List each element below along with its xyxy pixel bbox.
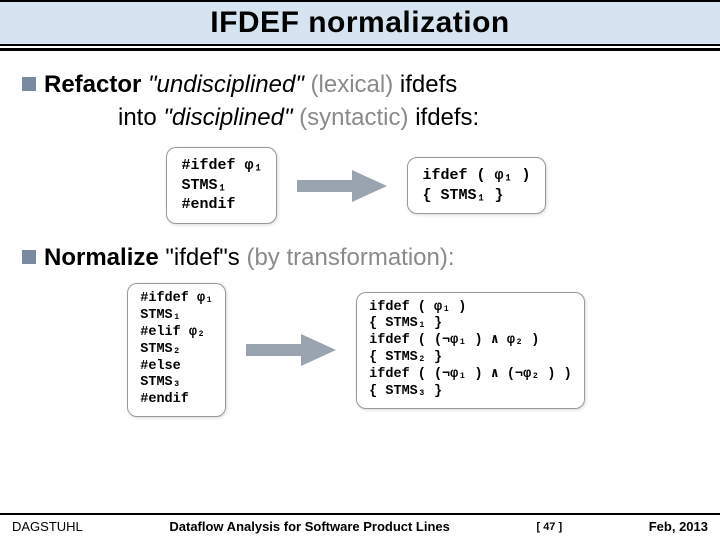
bullet-2-mid: "ifdef"s [165,244,239,271]
arrow-right-icon [246,332,336,368]
bullet-2-lead: Normalize [44,244,159,271]
title-bar: IFDEF normalization [0,0,720,46]
diagram-2-left-box: #ifdef φ₁ STMS₁ #elif φ₂ STMS₂ #else STM… [127,283,226,417]
arrow-right-icon [297,168,387,204]
diagram-1: #ifdef φ₁ STMS₁ #endif ifdef ( φ₁ ) { ST… [22,147,690,224]
bullet-1-text: Refactor "undisciplined" (lexical) ifdef… [44,69,457,100]
bullet-1-paren: (lexical) [311,71,394,98]
bullet-square-icon [22,77,36,91]
footer: DAGSTUHL Dataflow Analysis for Software … [0,513,720,534]
footer-right: Feb, 2013 [649,519,708,534]
footer-left: DAGSTUHL [12,519,83,534]
diagram-1-left-box: #ifdef φ₁ STMS₁ #endif [166,147,277,224]
bullet-1-line2-tail: ifdefs: [415,104,479,131]
bullet-1-tail: ifdefs [400,71,457,98]
diagram-2-right-box: ifdef ( φ₁ ) { STMS₁ } ifdef ( (¬φ₁ ) ∧ … [356,292,585,409]
bullet-1-line2-pre: into [118,104,157,131]
bullet-2-paren: (by transformation): [246,244,454,271]
bullet-1-lead: Refactor [44,71,141,98]
page-title: IFDEF normalization [0,6,720,40]
diagram-2: #ifdef φ₁ STMS₁ #elif φ₂ STMS₂ #else STM… [22,283,690,417]
diagram-1-right-box: ifdef ( φ₁ ) { STMS₁ } [407,157,545,214]
bullet-1: Refactor "undisciplined" (lexical) ifdef… [22,69,690,100]
footer-mid: Dataflow Analysis for Software Product L… [169,519,450,534]
footer-page: [ 47 ] [536,521,562,533]
bullet-1-quoted: "undisciplined" [148,71,304,98]
bullet-1-line2-quoted: "disciplined" [163,104,292,131]
bullet-2-text: Normalize "ifdef"s (by transformation): [44,242,455,273]
content-area: Refactor "undisciplined" (lexical) ifdef… [0,51,720,417]
bullet-1-line2-paren: (syntactic) [299,104,408,131]
bullet-square-icon [22,250,36,264]
bullet-2: Normalize "ifdef"s (by transformation): [22,242,690,273]
bullet-1-line2: into "disciplined" (syntactic) ifdefs: [118,102,690,133]
